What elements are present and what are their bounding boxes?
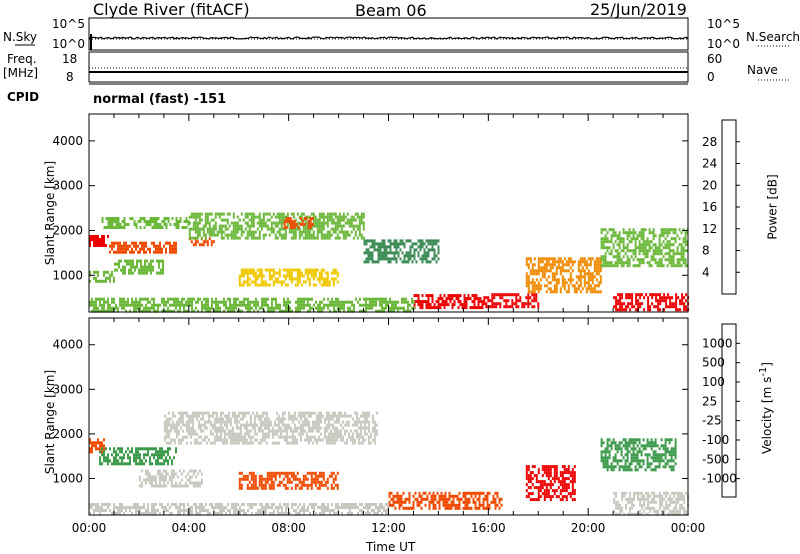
velocity-region-6 xyxy=(613,491,690,516)
power-region-5 xyxy=(283,217,314,229)
y-tick-label: 4000 xyxy=(52,338,83,352)
freq-panel-frame xyxy=(88,51,689,83)
velocity-colorbar-title: Velocity [m s-1] xyxy=(758,362,774,454)
power-region-9 xyxy=(413,294,484,310)
power-colorbar-label: 8 xyxy=(702,244,710,258)
nsky-label: N.Sky xyxy=(3,30,38,44)
power-region-1 xyxy=(109,241,177,254)
x-tick-label: 08:00 xyxy=(271,521,306,535)
y-tick-label: 4000 xyxy=(52,134,83,148)
x-tick-label: 04:00 xyxy=(172,521,207,535)
freq-unit: [MHz] xyxy=(3,66,39,80)
nsearch-label: N.Search xyxy=(746,30,800,44)
power-region-10 xyxy=(483,293,540,309)
velocity-colorbar-label: 500 xyxy=(702,356,725,370)
y-tick-label: 3000 xyxy=(52,382,83,396)
y-tick-label: 2000 xyxy=(52,223,83,237)
velocity-region-1 xyxy=(89,438,105,454)
power-colorbar-frame xyxy=(721,119,737,295)
power-colorbar-label: 24 xyxy=(702,157,717,171)
velocity-colorbar-label: -500 xyxy=(702,452,729,466)
x-tick-label: 00:00 xyxy=(671,521,706,535)
freq-tick-top: 18 xyxy=(62,52,78,66)
velocity-colorbar-label: 100 xyxy=(702,375,725,389)
power-region-7 xyxy=(114,259,164,275)
power-region-11 xyxy=(525,257,602,294)
power-region-14 xyxy=(363,239,440,264)
power-region-0 xyxy=(89,235,109,247)
velocity-region-9 xyxy=(89,503,389,515)
date-title: 25/Jun/2019 xyxy=(590,0,687,19)
x-tick-label: 00:00 xyxy=(72,521,107,535)
y-tick-label: 1000 xyxy=(52,268,83,282)
power-colorbar-label: 16 xyxy=(702,200,717,214)
power-region-6 xyxy=(89,270,115,283)
mode-line: normal (fast) -151 xyxy=(93,92,227,107)
velocity-colorbar-frame xyxy=(721,323,737,498)
power-colorbar-label: 20 xyxy=(702,178,717,192)
cpid-label: CPID xyxy=(7,90,40,104)
power-region-12 xyxy=(613,293,690,312)
velocity-region-3 xyxy=(238,471,339,490)
y-tick-label: 3000 xyxy=(52,179,83,193)
x-tick-label: 12:00 xyxy=(371,521,406,535)
velocity-region-8 xyxy=(138,469,203,488)
power-region-3 xyxy=(101,217,190,229)
freq-tick-bottom: 8 xyxy=(66,70,74,84)
power-colorbar-label: 28 xyxy=(702,135,717,149)
power-region-13 xyxy=(600,228,689,268)
power-y-axis-title: Slant Range [km] xyxy=(43,160,58,266)
power-colorbar-label: 12 xyxy=(702,222,717,236)
velocity-colorbar-label: -100 xyxy=(702,433,729,447)
freq-label: Freq. xyxy=(7,52,37,66)
velocity-colorbar-label: -1000 xyxy=(702,472,737,486)
power-region-15 xyxy=(89,297,415,313)
velocity-colorbar-label: 1000 xyxy=(702,336,733,350)
velocity-colorbar-label: 25 xyxy=(702,394,717,408)
nave-tick-bottom: 0 xyxy=(707,70,715,84)
x-tick-label: 16:00 xyxy=(471,521,506,535)
nave-label: Nave xyxy=(747,63,778,77)
velocity-region-4 xyxy=(388,491,503,510)
nsky-tick-bottom: 10^0 xyxy=(52,37,85,51)
y-tick-label: 1000 xyxy=(52,471,83,485)
nave-tick-top: 60 xyxy=(707,52,723,66)
station-title: Clyde River (fitACF) xyxy=(93,0,250,19)
power-colorbar-title: Power [dB] xyxy=(765,174,780,240)
velocity-colorbar-label: -25 xyxy=(702,414,722,428)
velocity-y-axis-title: Slant Range [km] xyxy=(43,369,58,475)
x-tick-label: 20:00 xyxy=(571,521,606,535)
x-axis-title: Time UT xyxy=(366,540,416,554)
y-tick-label: 2000 xyxy=(52,427,83,441)
nsearch-tick-top: 10^5 xyxy=(707,17,740,31)
nsky-panel-frame xyxy=(88,17,689,51)
power-region-8 xyxy=(238,268,339,287)
beam-title: Beam 06 xyxy=(355,1,427,20)
velocity-region-2 xyxy=(99,447,177,466)
nsearch-tick-bottom: 10^0 xyxy=(707,37,740,51)
power-colorbar-label: 4 xyxy=(702,265,710,279)
power-region-4 xyxy=(188,212,365,240)
power-region-2 xyxy=(188,237,215,247)
velocity-region-5 xyxy=(525,465,576,502)
velocity-region-0 xyxy=(163,411,378,445)
nsky-tick-top: 10^5 xyxy=(52,17,85,31)
velocity-region-7 xyxy=(600,438,677,472)
nsky-trace xyxy=(88,36,689,40)
